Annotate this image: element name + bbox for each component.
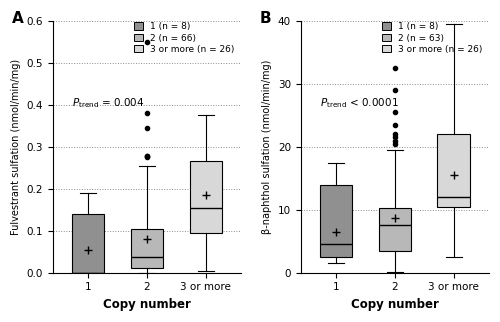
PathPatch shape	[72, 214, 104, 273]
Text: $\mathit{P}_{\mathrm{trend}}$ = 0.004: $\mathit{P}_{\mathrm{trend}}$ = 0.004	[72, 97, 144, 110]
PathPatch shape	[438, 134, 470, 207]
PathPatch shape	[378, 208, 411, 251]
X-axis label: Copy number: Copy number	[351, 298, 438, 311]
X-axis label: Copy number: Copy number	[103, 298, 191, 311]
Text: $\mathit{P}_{\mathrm{trend}}$ < 0.0001: $\mathit{P}_{\mathrm{trend}}$ < 0.0001	[320, 97, 398, 110]
Legend: 1 (n = 8), 2 (n = 63), 3 or more (n = 26): 1 (n = 8), 2 (n = 63), 3 or more (n = 26…	[380, 21, 484, 56]
Y-axis label: β-naphthol sulfation (nmol/min/mg): β-naphthol sulfation (nmol/min/mg)	[262, 60, 272, 234]
PathPatch shape	[131, 229, 163, 269]
Text: B: B	[260, 11, 271, 26]
Y-axis label: Fulvestrant sulfation (nmol/min/mg): Fulvestrant sulfation (nmol/min/mg)	[11, 59, 21, 235]
Legend: 1 (n = 8), 2 (n = 66), 3 or more (n = 26): 1 (n = 8), 2 (n = 66), 3 or more (n = 26…	[132, 21, 236, 56]
Text: A: A	[12, 11, 23, 26]
PathPatch shape	[320, 185, 352, 257]
PathPatch shape	[190, 162, 222, 233]
